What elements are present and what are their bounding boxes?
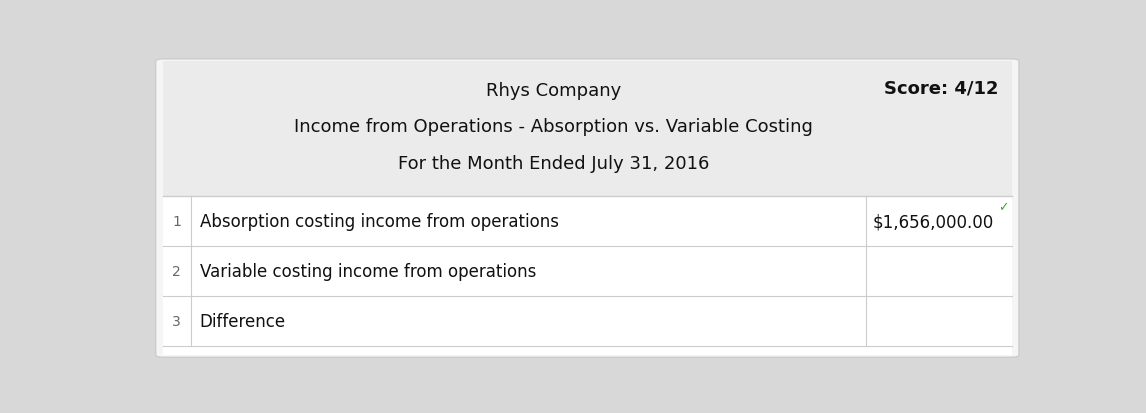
Text: Rhys Company: Rhys Company xyxy=(486,81,621,99)
Text: 2: 2 xyxy=(172,265,181,279)
Text: ✓: ✓ xyxy=(998,201,1008,214)
Text: Absorption costing income from operations: Absorption costing income from operation… xyxy=(199,213,559,230)
Bar xyxy=(163,347,1012,355)
Text: Income from Operations - Absorption vs. Variable Costing: Income from Operations - Absorption vs. … xyxy=(293,118,813,136)
Bar xyxy=(163,247,1012,297)
Text: Difference: Difference xyxy=(199,313,285,330)
Text: 1: 1 xyxy=(172,215,181,229)
FancyBboxPatch shape xyxy=(156,60,1019,357)
Bar xyxy=(163,197,1012,247)
Text: $1,656,000.00: $1,656,000.00 xyxy=(873,213,995,230)
Bar xyxy=(163,62,1012,197)
Text: Score: 4/12: Score: 4/12 xyxy=(884,80,998,98)
Bar xyxy=(163,297,1012,347)
Text: For the Month Ended July 31, 2016: For the Month Ended July 31, 2016 xyxy=(398,154,709,173)
Text: Variable costing income from operations: Variable costing income from operations xyxy=(199,263,536,280)
Text: 3: 3 xyxy=(172,315,181,328)
